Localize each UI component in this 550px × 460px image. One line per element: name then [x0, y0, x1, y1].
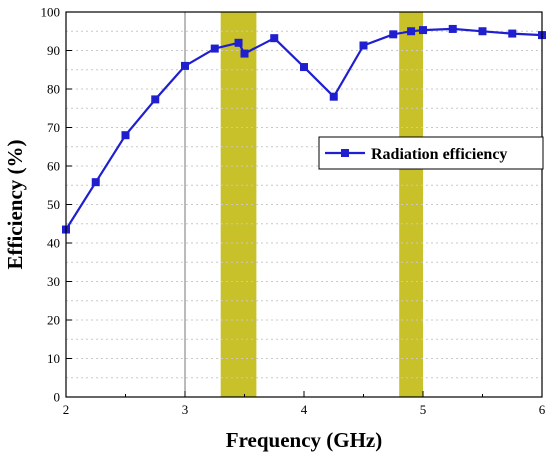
y-tick-label: 10: [47, 351, 60, 366]
x-tick-label: 3: [182, 402, 189, 417]
data-point: [508, 29, 517, 38]
y-tick-label: 20: [47, 313, 60, 328]
x-tick-label: 4: [301, 402, 308, 417]
y-tick-label: 80: [47, 82, 60, 97]
y-tick-label: 30: [47, 274, 60, 289]
x-tick-label: 6: [539, 402, 546, 417]
data-point: [329, 92, 338, 101]
data-point: [407, 27, 416, 36]
data-point: [300, 63, 308, 72]
legend-label: Radiation efficiency: [371, 146, 507, 163]
x-axis-title: Frequency (GHz): [226, 428, 383, 452]
legend-marker: [341, 149, 349, 157]
y-tick-label: 40: [47, 236, 60, 251]
y-tick-label: 70: [47, 120, 60, 135]
y-axis-title: Efficiency (%): [3, 139, 27, 269]
x-tick-label: 5: [420, 402, 427, 417]
data-point: [121, 131, 130, 140]
legend: Radiation efficiency: [318, 136, 544, 170]
data-point: [181, 61, 189, 70]
data-point: [359, 41, 368, 50]
data-point: [240, 49, 249, 58]
x-tick-label: 2: [63, 402, 70, 417]
data-point: [210, 44, 219, 53]
data-point: [419, 26, 427, 35]
y-tick-label: 90: [47, 43, 60, 58]
y-axis-ticks: 0 10 20 30 40 50 60 70 80 90 100: [41, 5, 72, 405]
y-tick-label: 60: [47, 159, 60, 174]
y-tick-label: 0: [54, 390, 61, 405]
data-point: [91, 178, 100, 187]
y-tick-label: 50: [47, 197, 60, 212]
data-point: [448, 24, 457, 33]
y-tick-label: 100: [41, 5, 61, 20]
data-point: [234, 38, 243, 47]
data-point: [389, 30, 398, 39]
data-point: [270, 34, 279, 43]
data-point: [151, 95, 160, 104]
data-point: [478, 27, 487, 36]
x-axis-ticks: 2 3 4 5 6: [63, 391, 546, 417]
